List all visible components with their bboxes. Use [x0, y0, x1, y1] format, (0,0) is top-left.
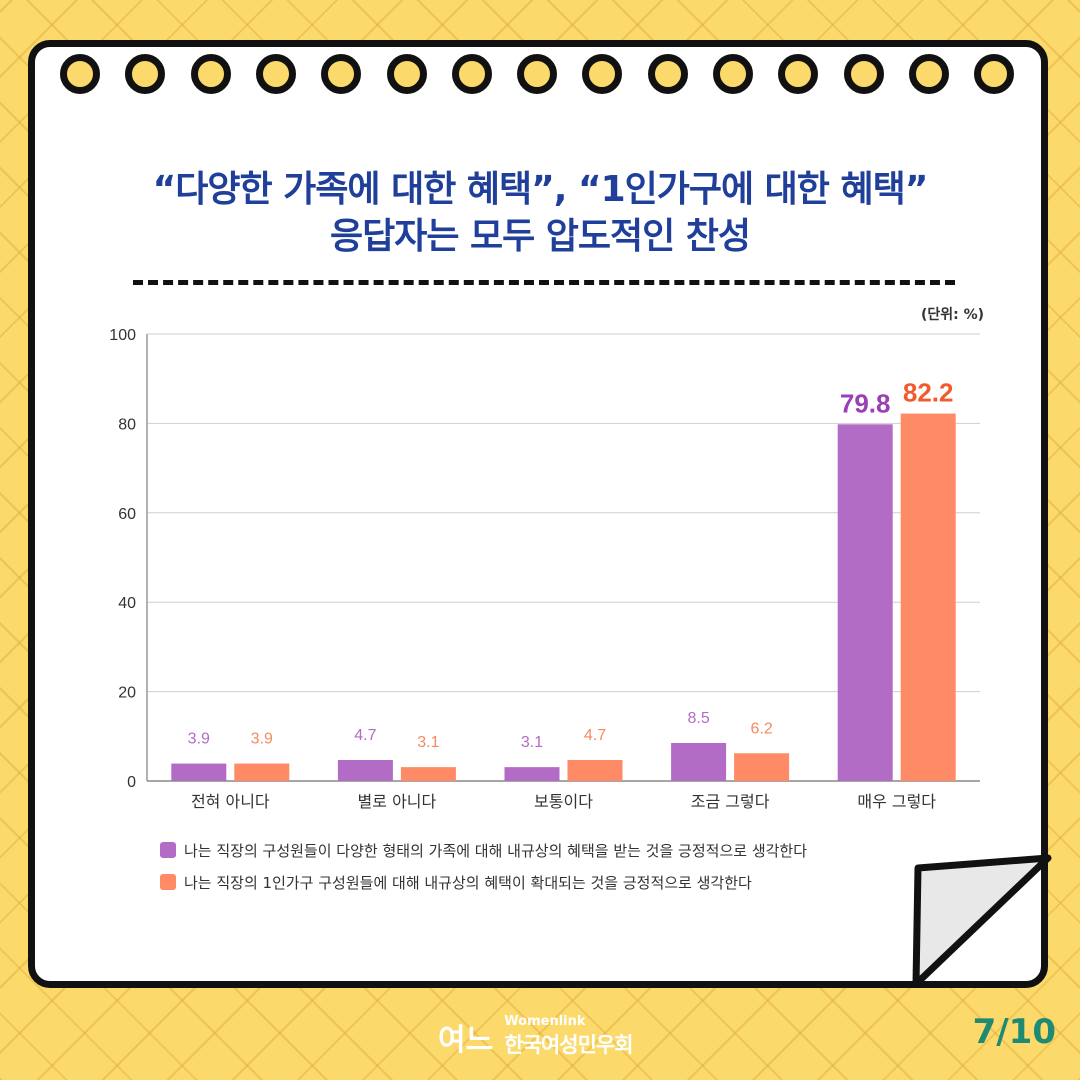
title-prefix: 응답자는 모두 — [329, 216, 546, 257]
data-label: 8.5 — [687, 710, 709, 727]
binder-ring — [60, 54, 100, 94]
data-label: 4.7 — [584, 727, 606, 744]
y-tick-label: 0 — [127, 774, 136, 791]
bar-series2 — [234, 763, 290, 781]
y-tick-label: 40 — [118, 595, 136, 612]
brand-english: Womenlink — [504, 1014, 586, 1029]
binder-ring — [321, 54, 362, 94]
logo-mark: 여느 — [438, 1022, 494, 1058]
legend-swatch-2 — [160, 874, 176, 890]
legend-item-1: 나는 직장의 구성원들이 다양한 형태의 가족에 대해 내규상의 혜택을 받는 … — [160, 840, 807, 861]
x-category-label: 별로 아니다 — [358, 792, 437, 811]
bar-series1 — [171, 763, 227, 781]
brand-korean: 한국여성민우회 — [504, 1033, 633, 1057]
data-label: 6.2 — [750, 720, 772, 737]
bar-series2 — [900, 413, 956, 781]
bar-series2 — [567, 759, 623, 781]
data-label: 3.9 — [251, 731, 273, 748]
binder-ring — [125, 54, 166, 94]
data-label: 79.8 — [840, 388, 891, 418]
binder-ring — [255, 54, 296, 94]
brand-logo: 여느 Womenlink 한국여성민우회 — [438, 1014, 634, 1059]
legend-label-1: 나는 직장의 구성원들이 다양한 형태의 가족에 대해 내규상의 혜택을 받는 … — [184, 842, 808, 860]
bar-series1 — [671, 743, 727, 781]
binder-ring — [778, 54, 819, 94]
title-line-1: “다양한 가족에 대한 혜택”, “1인가구에 대한 혜택” — [152, 169, 929, 210]
data-label: 3.9 — [188, 731, 210, 748]
binder-ring — [647, 54, 688, 94]
legend-swatch-1 — [160, 842, 176, 858]
bar-series1 — [504, 767, 560, 781]
data-label: 4.7 — [354, 727, 376, 744]
bar-series2 — [734, 753, 790, 781]
brand-names: Womenlink 한국여성민우회 — [504, 1014, 633, 1059]
title-line-2: 응답자는 모두 압도적인 찬성 — [60, 207, 1020, 259]
binder-ring — [386, 54, 427, 94]
bar-series2 — [400, 767, 456, 781]
binder-ring — [843, 54, 884, 94]
dashed-divider — [133, 280, 955, 285]
y-tick-label: 20 — [118, 685, 136, 702]
page-number: 7/10 — [972, 1012, 1056, 1052]
data-label: 3.1 — [417, 734, 439, 751]
bar-series1 — [837, 424, 893, 781]
binder-rings — [0, 0, 1080, 110]
x-category-label: 보통이다 — [534, 792, 593, 811]
y-tick-label: 60 — [118, 506, 136, 523]
y-tick-label: 100 — [109, 327, 136, 344]
legend-item-2: 나는 직장의 1인가구 구성원들에 대해 내규상의 혜택이 확대되는 것을 긍정… — [160, 872, 752, 893]
x-category-label: 전혀 아니다 — [191, 792, 270, 811]
title-highlight: 압도적인 찬성 — [539, 207, 761, 259]
unit-label: (단위: %) — [920, 307, 984, 323]
binder-ring — [908, 54, 949, 94]
data-label: 82.2 — [903, 378, 954, 408]
legend-label-2: 나는 직장의 1인가구 구성원들에 대해 내규상의 혜택이 확대되는 것을 긍정… — [184, 874, 752, 892]
binder-ring — [517, 54, 558, 94]
title-highlight-text: 압도적인 찬성 — [545, 216, 751, 257]
x-category-label: 조금 그렇다 — [691, 792, 770, 811]
binder-ring — [190, 54, 231, 94]
binder-ring — [974, 54, 1015, 94]
x-category-label: 매우 그렇다 — [857, 792, 936, 811]
binder-ring — [582, 54, 623, 94]
binder-ring — [451, 54, 492, 94]
binder-ring — [713, 54, 753, 94]
y-tick-label: 80 — [118, 416, 136, 433]
data-label: 3.1 — [521, 734, 543, 751]
bar-series1 — [337, 759, 393, 781]
